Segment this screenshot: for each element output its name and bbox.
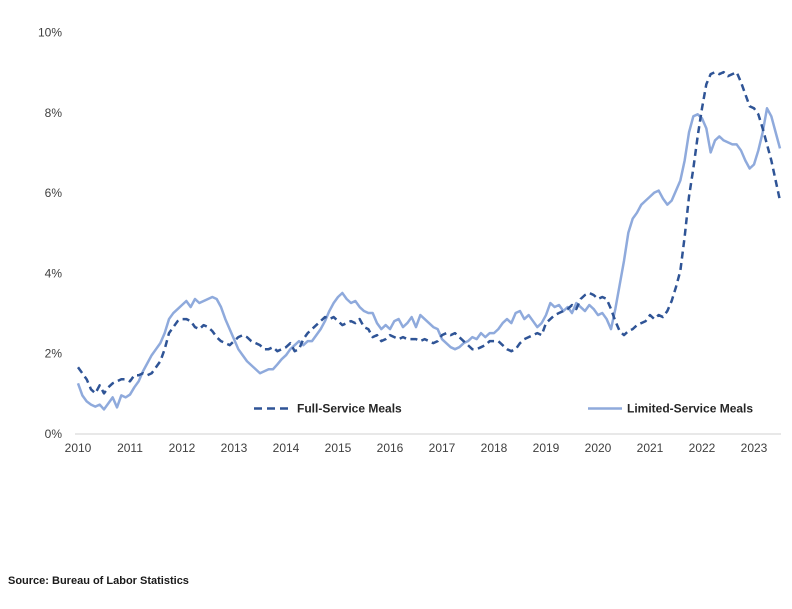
x-tick-label: 2022: [689, 441, 716, 455]
x-tick-label: 2017: [429, 441, 456, 455]
y-tick-label: 10%: [38, 26, 62, 40]
y-tick-label: 8%: [45, 106, 63, 120]
y-tick-label: 4%: [45, 266, 63, 280]
x-tick-label: 2015: [325, 441, 352, 455]
x-tick-label: 2018: [481, 441, 508, 455]
line-chart: 0%2%4%6%8%10% 2010 2011 2012 2013 2014 2015 20…: [38, 26, 782, 455]
x-axis-labels: 2010 2011 2012 2013 2014 2015 2016 2017 2018 2019…: [65, 441, 768, 455]
x-tick-label: 2023: [741, 441, 768, 455]
legend: Full-Service Meals Limited-Service Meals: [254, 402, 753, 416]
x-tick-label: 2020: [585, 441, 612, 455]
x-tick-label: 2011: [117, 441, 143, 455]
limited-service-legend-label: Limited-Service Meals: [627, 402, 753, 416]
x-tick-label: 2016: [377, 441, 404, 455]
x-tick-label: 2014: [273, 441, 300, 455]
x-tick-label: 2013: [221, 441, 248, 455]
limited-service-meals-line: [76, 107, 782, 411]
chart-page: 0% 2% 4% 6% 8% 10% 2010 2011 2012 2013 2014 2015 20…: [8, 26, 782, 587]
full-service-legend-label: Full-Service Meals: [297, 402, 402, 416]
x-tick-label: 2021: [637, 441, 664, 455]
full-service-meals-line: [76, 70, 782, 395]
series-lines: [76, 70, 782, 411]
y-tick-label: 6%: [45, 186, 63, 200]
x-tick-label: 2019: [533, 441, 560, 455]
y-tick-label: 0%: [45, 427, 63, 441]
x-tick-label: 2012: [169, 441, 196, 455]
source-note: Source: Bureau of Labor Statistics: [8, 575, 189, 587]
y-tick-label: 2%: [45, 347, 63, 361]
y-axis-labels: 0% 2% 4% 6% 8% 10%: [38, 26, 62, 442]
x-tick-label: 2010: [65, 441, 92, 455]
